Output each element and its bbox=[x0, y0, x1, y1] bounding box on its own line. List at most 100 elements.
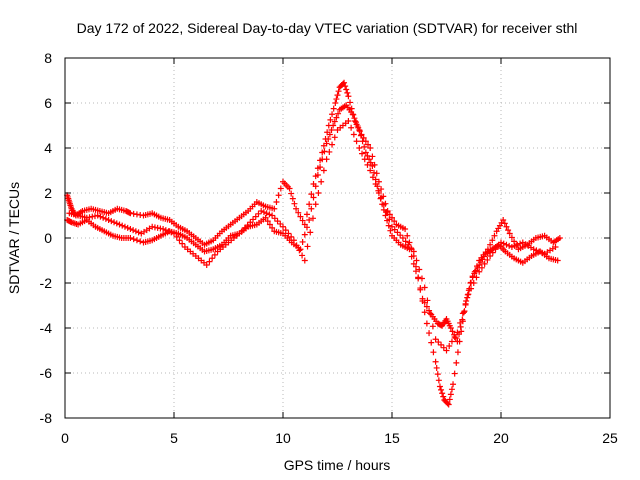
data-point bbox=[277, 185, 284, 192]
data-point bbox=[443, 347, 450, 354]
data-point bbox=[299, 238, 306, 245]
data-point bbox=[137, 238, 144, 245]
data-point bbox=[517, 240, 524, 247]
data-point bbox=[484, 256, 491, 263]
data-point bbox=[417, 286, 424, 293]
data-point bbox=[448, 338, 455, 345]
data-point bbox=[421, 309, 428, 316]
data-point bbox=[511, 242, 518, 249]
data-point bbox=[331, 134, 338, 141]
data-point bbox=[476, 268, 483, 275]
data-point bbox=[303, 224, 310, 231]
data-point bbox=[179, 240, 186, 247]
data-point bbox=[416, 266, 423, 273]
data-point bbox=[369, 163, 376, 169]
data-point bbox=[353, 138, 360, 145]
data-point bbox=[361, 156, 368, 163]
data-point bbox=[359, 150, 366, 157]
data-point bbox=[451, 334, 458, 340]
data-point bbox=[299, 252, 306, 259]
data-point bbox=[446, 396, 453, 403]
data-point bbox=[273, 199, 280, 205]
x-axis-label: GPS time / hours bbox=[284, 457, 391, 473]
data-point bbox=[473, 274, 480, 281]
data-point bbox=[446, 343, 453, 349]
data-point bbox=[448, 386, 455, 393]
data-point bbox=[341, 79, 348, 86]
data-point bbox=[424, 297, 431, 304]
data-point bbox=[489, 249, 496, 256]
data-point bbox=[312, 201, 319, 208]
data-point bbox=[432, 336, 439, 343]
data-point bbox=[209, 255, 216, 262]
data-point bbox=[130, 227, 137, 234]
data-point bbox=[356, 145, 363, 151]
data-point bbox=[252, 213, 259, 220]
y-tick-label: -2 bbox=[40, 275, 53, 291]
data-point bbox=[354, 123, 361, 130]
data-point bbox=[436, 383, 443, 390]
x-tick-label: 25 bbox=[602, 430, 618, 446]
data-point bbox=[402, 238, 409, 245]
data-point bbox=[329, 141, 336, 148]
data-point bbox=[127, 226, 134, 232]
data-point bbox=[367, 167, 374, 174]
data-point bbox=[306, 217, 313, 223]
y-tick-label: -4 bbox=[40, 320, 53, 336]
data-point bbox=[343, 86, 350, 93]
data-point bbox=[334, 92, 341, 99]
series-track-c bbox=[66, 118, 559, 354]
data-point bbox=[404, 232, 411, 239]
data-point bbox=[500, 240, 507, 247]
data-point bbox=[160, 226, 167, 232]
data-point bbox=[263, 210, 270, 217]
y-tick-label: 4 bbox=[44, 140, 52, 156]
data-point bbox=[438, 341, 445, 348]
data-point bbox=[333, 114, 340, 121]
data-point bbox=[269, 212, 276, 219]
data-point bbox=[465, 291, 472, 298]
data-point bbox=[274, 218, 281, 225]
data-point bbox=[327, 116, 334, 123]
data-point bbox=[385, 222, 392, 229]
data-point bbox=[288, 190, 295, 197]
data-point bbox=[308, 191, 315, 198]
data-point bbox=[457, 319, 464, 326]
data-point bbox=[413, 257, 420, 264]
data-point bbox=[495, 242, 502, 249]
data-point bbox=[165, 228, 172, 235]
data-point bbox=[102, 215, 109, 222]
data-point bbox=[277, 220, 284, 227]
data-point bbox=[433, 364, 440, 371]
data-point bbox=[439, 390, 446, 397]
data-point bbox=[328, 127, 335, 133]
y-axis-label: SDTVAR / TECUs bbox=[6, 182, 22, 294]
data-point bbox=[108, 218, 115, 225]
data-point bbox=[498, 239, 504, 246]
data-point bbox=[378, 194, 385, 201]
data-point bbox=[468, 285, 475, 292]
x-axis-ticks: 0 5 10 15 20 25 bbox=[61, 58, 618, 446]
data-point bbox=[342, 83, 349, 90]
data-point bbox=[386, 216, 393, 223]
data-point bbox=[171, 230, 177, 237]
data-point bbox=[260, 209, 267, 216]
data-point bbox=[318, 178, 325, 185]
data-point bbox=[364, 161, 371, 168]
y-axis-ticks: -8 -6 -4 -2 0 2 4 6 8 bbox=[40, 50, 610, 426]
data-point bbox=[410, 260, 417, 267]
y-tick-label: 8 bbox=[44, 50, 52, 66]
data-point bbox=[345, 93, 352, 100]
data-point bbox=[405, 241, 412, 248]
data-point bbox=[423, 303, 430, 310]
data-point bbox=[556, 235, 563, 241]
data-point bbox=[307, 229, 314, 236]
x-tick-label: 0 bbox=[61, 430, 69, 446]
data-point bbox=[309, 215, 316, 222]
data-point bbox=[487, 241, 494, 248]
data-point bbox=[247, 219, 254, 226]
data-point bbox=[236, 230, 243, 237]
data-point bbox=[375, 178, 382, 185]
data-point bbox=[552, 244, 559, 250]
data-point bbox=[290, 237, 297, 244]
